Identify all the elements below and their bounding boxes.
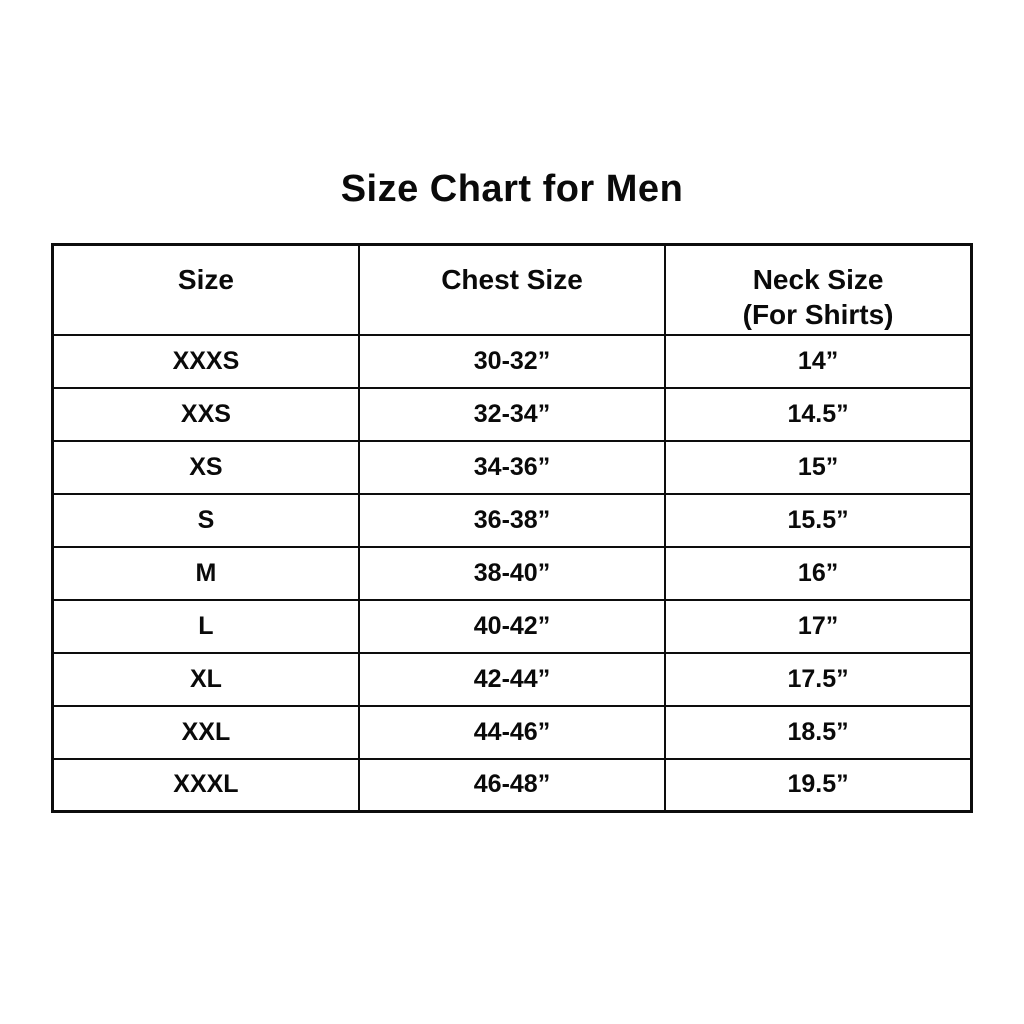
cell-size: L <box>51 598 360 654</box>
cell-chest-size: 30-32” <box>357 333 667 389</box>
cell-chest-size: 32-34” <box>357 386 667 442</box>
table-row: S 36-38” 15.5” <box>51 492 973 548</box>
cell-chest-size: 34-36” <box>357 439 667 495</box>
cell-size: XXXS <box>51 333 360 389</box>
table-row: XXS 32-34” 14.5” <box>51 386 973 442</box>
table-row: XXXL 46-48” 19.5” <box>51 757 973 813</box>
cell-neck-size: 16” <box>664 545 973 601</box>
cell-neck-size: 19.5” <box>664 757 973 813</box>
table-header: Size Chest Size Neck Size (For Shirts) <box>51 243 973 336</box>
cell-neck-size: 17.5” <box>664 651 973 707</box>
cell-chest-size: 42-44” <box>357 651 667 707</box>
cell-chest-size: 40-42” <box>357 598 667 654</box>
cell-size: XXXL <box>51 757 360 813</box>
cell-neck-size: 14.5” <box>664 386 973 442</box>
table-row: XXL 44-46” 18.5” <box>51 704 973 760</box>
column-header-chest-size: Chest Size <box>357 243 667 336</box>
column-header-neck-size: Neck Size (For Shirts) <box>664 243 973 336</box>
cell-chest-size: 38-40” <box>357 545 667 601</box>
column-header-neck-size-line2: (For Shirts) <box>742 299 894 330</box>
cell-neck-size: 18.5” <box>664 704 973 760</box>
table-row: M 38-40” 16” <box>51 545 973 601</box>
page-title: Size Chart for Men <box>340 168 684 210</box>
cell-neck-size: 14” <box>664 333 973 389</box>
table-row: L 40-42” 17” <box>51 598 973 654</box>
cell-neck-size: 17” <box>664 598 973 654</box>
cell-neck-size: 15.5” <box>664 492 973 548</box>
table-row: XXXS 30-32” 14” <box>51 333 973 389</box>
cell-size: XXS <box>51 386 360 442</box>
table-row: XS 34-36” 15” <box>51 439 973 495</box>
cell-size: XL <box>51 651 360 707</box>
cell-size: XS <box>51 439 360 495</box>
cell-chest-size: 46-48” <box>357 757 667 813</box>
table-body: XXXS 30-32” 14” XXS 32-34” 14.5” XS 34-3… <box>51 333 973 813</box>
cell-size: S <box>51 492 360 548</box>
column-header-neck-size-line1: Neck Size <box>752 264 884 295</box>
cell-neck-size: 15” <box>664 439 973 495</box>
column-header-size: Size <box>51 243 360 336</box>
cell-size: M <box>51 545 360 601</box>
cell-chest-size: 36-38” <box>357 492 667 548</box>
size-chart-table: Size Chest Size Neck Size (For Shirts) X… <box>51 243 973 813</box>
table-header-row: Size Chest Size Neck Size (For Shirts) <box>51 243 973 336</box>
table-row: XL 42-44” 17.5” <box>51 651 973 707</box>
cell-chest-size: 44-46” <box>357 704 667 760</box>
cell-size: XXL <box>51 704 360 760</box>
